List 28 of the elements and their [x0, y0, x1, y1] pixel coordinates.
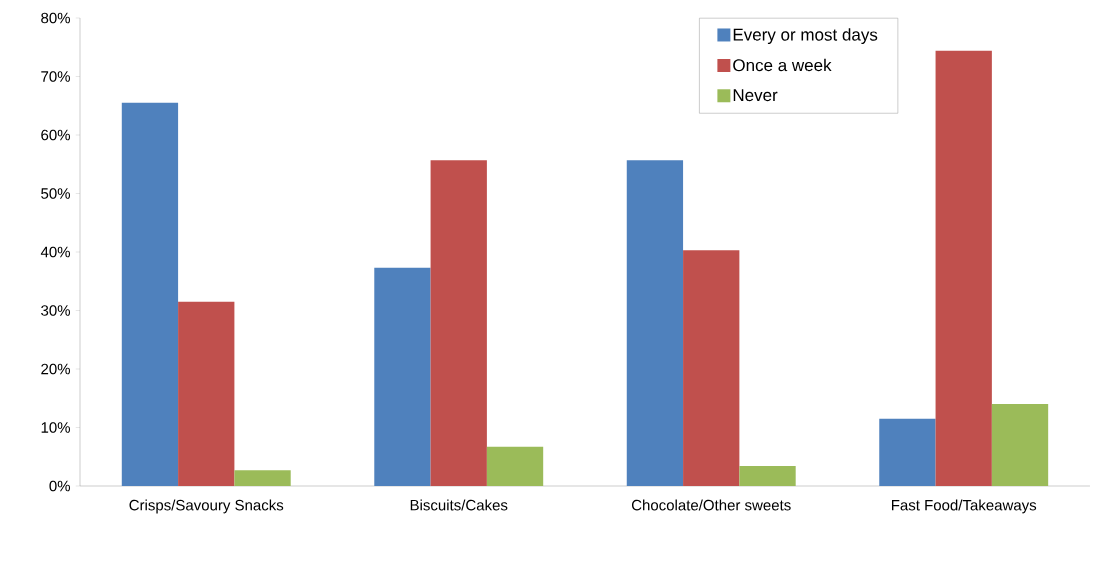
x-tick-label: Fast Food/Takeaways — [892, 499, 1037, 514]
y-tick-label: 20% — [41, 363, 70, 375]
y-tick-label: 0% — [49, 480, 71, 492]
x-tick-label: Crisps/Savoury Snacks — [129, 499, 284, 514]
bar — [486, 446, 544, 486]
bar — [374, 267, 431, 486]
y-tick-label: 80% — [41, 12, 70, 24]
bar — [430, 160, 487, 486]
bar — [234, 470, 291, 486]
y-tick-label: 70% — [41, 71, 70, 82]
legend-label: Never — [733, 89, 778, 102]
y-tick-label: 60% — [41, 129, 70, 141]
bar — [879, 418, 936, 486]
bar — [121, 102, 179, 486]
bar — [991, 404, 1049, 486]
x-tick-label: Chocolate/Other sweets — [631, 499, 791, 511]
bar — [178, 301, 235, 486]
y-tick-label: 10% — [41, 422, 70, 433]
legend-label: Every or most days — [733, 28, 878, 45]
bar — [683, 250, 740, 486]
y-tick-label: 30% — [41, 305, 70, 316]
bar — [935, 50, 992, 486]
legend-label: Once a week — [733, 58, 832, 72]
y-tick-label: 40% — [40, 246, 70, 258]
bar — [626, 160, 684, 486]
x-tick-label: Biscuits/Cakes — [410, 499, 508, 511]
bar — [739, 466, 796, 486]
y-tick-label: 50% — [41, 188, 70, 199]
